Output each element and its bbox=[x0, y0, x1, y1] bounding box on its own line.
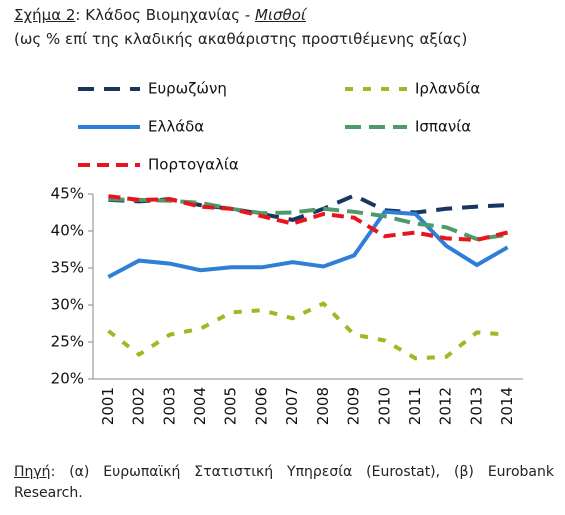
legend-label: Ελλάδα bbox=[148, 118, 204, 136]
legend-label: Πορτογαλία bbox=[148, 156, 239, 174]
x-tick-label: 2003 bbox=[160, 387, 178, 425]
source-label: Πηγή bbox=[14, 464, 51, 480]
title-text: : Κλάδος Βιομηχανίας - bbox=[75, 6, 255, 24]
series-line bbox=[107, 209, 509, 279]
source-text: : (α) Ευρωπαϊκή Στατιστική Υπηρεσία (Eur… bbox=[14, 464, 554, 501]
x-tick-label: 2009 bbox=[345, 387, 363, 425]
y-tick-label: 30% bbox=[51, 296, 84, 314]
legend-label: Ευρωζώνη bbox=[148, 80, 227, 98]
x-tick-label: 2001 bbox=[99, 387, 117, 425]
figure-number: Σχήμα 2 bbox=[14, 6, 76, 24]
y-tick-label: 35% bbox=[51, 259, 84, 277]
x-tick-label: 2007 bbox=[283, 387, 301, 425]
series-line bbox=[108, 194, 509, 242]
title-highlight: Μισθοί bbox=[255, 6, 306, 24]
legend-label: Ιρλανδία bbox=[415, 80, 480, 98]
series-line bbox=[108, 197, 508, 242]
x-tick-label: 2014 bbox=[498, 387, 516, 425]
x-tick-label: 2010 bbox=[375, 387, 393, 425]
x-tick-label: 2008 bbox=[314, 387, 332, 425]
x-tick-label: 2002 bbox=[130, 387, 148, 425]
y-tick-label: 45% bbox=[51, 185, 84, 203]
title: Σχήμα 2: Κλάδος Βιομηχανίας - Μισθοί bbox=[14, 6, 306, 24]
y-tick-label: 25% bbox=[51, 333, 84, 351]
subtitle: (ως % επί της κλαδικής ακαθάριστης προστ… bbox=[14, 30, 468, 48]
x-tick-label: 2006 bbox=[252, 387, 270, 425]
x-tick-label: 2005 bbox=[222, 387, 240, 425]
y-tick-label: 20% bbox=[51, 370, 84, 388]
x-tick-label: 2012 bbox=[437, 387, 455, 425]
x-tick-label: 2013 bbox=[467, 387, 485, 425]
chart: 20% 25% 30% 35% 40% 45% 2001 2002 2003 2004 2005 20… bbox=[51, 80, 523, 425]
x-tick-label: 2011 bbox=[406, 387, 424, 425]
legend-label: Ισπανία bbox=[415, 118, 471, 136]
y-tick-label: 40% bbox=[51, 222, 84, 240]
x-tick-label: 2004 bbox=[191, 387, 209, 425]
source-note: Πηγή: (α) Ευρωπαϊκή Στατιστική Υπηρεσία … bbox=[14, 462, 554, 504]
series-line bbox=[107, 301, 508, 361]
